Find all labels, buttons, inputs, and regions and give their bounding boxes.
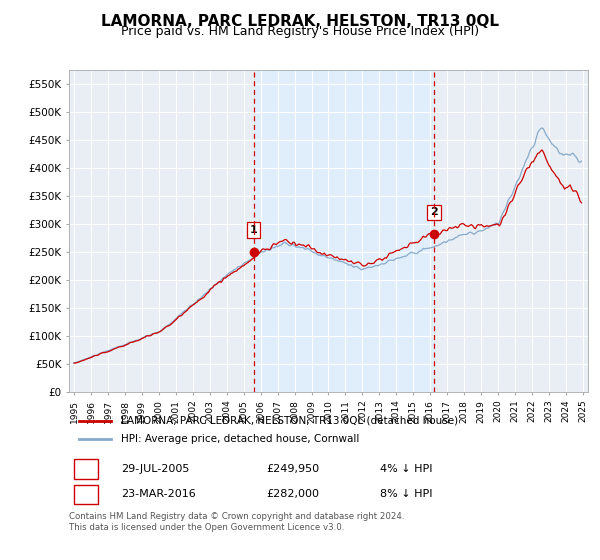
Text: £282,000: £282,000 [266, 489, 319, 499]
FancyBboxPatch shape [74, 459, 98, 479]
Text: 8% ↓ HPI: 8% ↓ HPI [380, 489, 433, 499]
Bar [254, 70, 434, 392]
Text: Price paid vs. HM Land Registry's House Price Index (HPI): Price paid vs. HM Land Registry's House … [121, 25, 479, 38]
Text: Contains HM Land Registry data © Crown copyright and database right 2024.
This d: Contains HM Land Registry data © Crown c… [69, 512, 404, 532]
Text: 1: 1 [82, 464, 90, 474]
Text: 4% ↓ HPI: 4% ↓ HPI [380, 464, 433, 474]
FancyBboxPatch shape [74, 484, 98, 504]
Text: 2: 2 [430, 207, 438, 217]
Text: LAMORNA, PARC LEDRAK, HELSTON, TR13 0QL: LAMORNA, PARC LEDRAK, HELSTON, TR13 0QL [101, 14, 499, 29]
Text: 23-MAR-2016: 23-MAR-2016 [121, 489, 196, 499]
Text: 1: 1 [250, 225, 257, 235]
Text: LAMORNA, PARC LEDRAK, HELSTON, TR13 0QL (detached house): LAMORNA, PARC LEDRAK, HELSTON, TR13 0QL … [121, 416, 458, 426]
Text: £249,950: £249,950 [266, 464, 319, 474]
Text: 2: 2 [82, 489, 90, 499]
Text: 29-JUL-2005: 29-JUL-2005 [121, 464, 189, 474]
Text: HPI: Average price, detached house, Cornwall: HPI: Average price, detached house, Corn… [121, 434, 359, 444]
